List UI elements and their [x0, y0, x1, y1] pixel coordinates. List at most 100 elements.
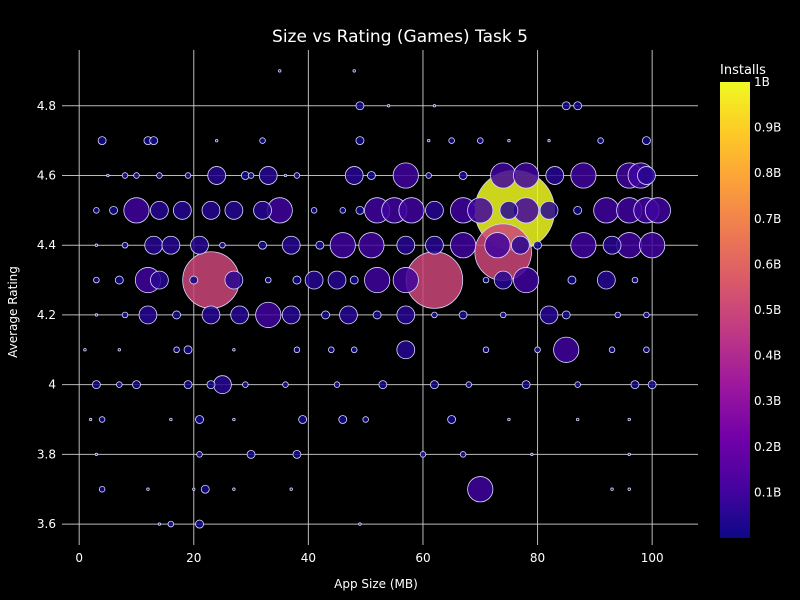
data-point[interactable]	[593, 197, 620, 224]
data-point[interactable]	[167, 520, 175, 528]
data-point[interactable]	[513, 162, 540, 189]
data-point[interactable]	[293, 172, 301, 179]
data-point[interactable]	[146, 487, 150, 491]
data-point[interactable]	[224, 201, 244, 220]
data-point[interactable]	[282, 381, 289, 388]
data-point[interactable]	[298, 415, 308, 424]
data-point[interactable]	[499, 201, 519, 220]
data-point[interactable]	[190, 235, 209, 255]
data-point[interactable]	[258, 166, 278, 185]
data-point[interactable]	[396, 340, 416, 360]
data-point[interactable]	[614, 311, 622, 319]
data-point[interactable]	[278, 69, 282, 73]
data-point[interactable]	[447, 415, 457, 424]
data-point[interactable]	[207, 166, 227, 185]
data-point[interactable]	[484, 232, 511, 259]
data-point[interactable]	[396, 305, 416, 325]
data-point[interactable]	[362, 416, 369, 423]
data-point[interactable]	[352, 69, 356, 73]
data-point[interactable]	[539, 305, 559, 325]
data-point[interactable]	[642, 136, 651, 146]
data-point[interactable]	[315, 240, 325, 250]
data-point[interactable]	[106, 173, 110, 178]
data-point[interactable]	[637, 166, 656, 185]
data-point[interactable]	[450, 232, 477, 259]
data-point[interactable]	[310, 207, 318, 214]
data-point[interactable]	[114, 275, 124, 285]
data-point[interactable]	[206, 380, 216, 390]
data-point[interactable]	[91, 380, 101, 390]
data-point[interactable]	[98, 416, 106, 423]
data-point[interactable]	[292, 275, 302, 285]
data-point[interactable]	[138, 305, 158, 325]
data-point[interactable]	[253, 201, 272, 220]
data-point[interactable]	[513, 267, 540, 294]
data-point[interactable]	[201, 201, 221, 220]
data-point[interactable]	[232, 487, 236, 491]
data-point[interactable]	[425, 235, 444, 255]
data-point[interactable]	[333, 381, 341, 388]
data-point[interactable]	[150, 270, 169, 290]
data-point[interactable]	[94, 313, 99, 317]
data-point[interactable]	[344, 166, 364, 185]
data-point[interactable]	[246, 449, 256, 459]
data-point[interactable]	[94, 452, 98, 456]
data-point[interactable]	[201, 305, 221, 325]
data-point[interactable]	[643, 311, 650, 319]
data-point[interactable]	[610, 487, 614, 491]
data-point[interactable]	[458, 171, 468, 180]
data-point[interactable]	[482, 346, 490, 354]
data-point[interactable]	[121, 241, 129, 249]
data-point[interactable]	[644, 197, 671, 224]
data-point[interactable]	[172, 201, 192, 220]
data-point[interactable]	[639, 232, 666, 259]
data-point[interactable]	[339, 207, 346, 214]
data-point[interactable]	[258, 240, 267, 250]
data-point[interactable]	[321, 310, 330, 320]
data-point[interactable]	[183, 380, 193, 390]
data-point[interactable]	[530, 452, 534, 456]
data-point[interactable]	[597, 137, 604, 144]
data-point[interactable]	[232, 417, 236, 422]
data-point[interactable]	[123, 197, 150, 224]
data-point[interactable]	[196, 451, 203, 458]
data-point[interactable]	[156, 172, 163, 179]
data-point[interactable]	[121, 311, 129, 319]
data-point[interactable]	[631, 276, 639, 284]
data-point[interactable]	[521, 380, 531, 390]
data-point[interactable]	[339, 305, 358, 325]
data-point[interactable]	[459, 451, 467, 458]
data-point[interactable]	[573, 205, 583, 215]
data-point[interactable]	[425, 201, 444, 220]
data-point[interactable]	[392, 162, 419, 189]
data-point[interactable]	[83, 348, 87, 352]
data-point[interactable]	[398, 197, 425, 224]
data-point[interactable]	[627, 417, 631, 422]
data-point[interactable]	[183, 345, 193, 355]
data-point[interactable]	[448, 137, 455, 144]
data-point[interactable]	[247, 172, 255, 179]
data-point[interactable]	[431, 311, 438, 319]
data-point[interactable]	[184, 172, 192, 179]
data-point[interactable]	[392, 267, 419, 294]
data-point[interactable]	[534, 346, 541, 354]
data-point[interactable]	[570, 232, 597, 259]
data-point[interactable]	[289, 487, 293, 491]
data-point[interactable]	[355, 101, 365, 111]
data-point[interactable]	[627, 452, 631, 457]
data-point[interactable]	[602, 235, 622, 255]
data-point[interactable]	[195, 415, 204, 424]
data-point[interactable]	[144, 235, 164, 255]
data-point[interactable]	[116, 381, 123, 388]
data-point[interactable]	[367, 171, 376, 180]
data-point[interactable]	[364, 267, 391, 294]
data-point[interactable]	[93, 207, 100, 214]
data-point[interactable]	[477, 137, 484, 144]
data-point[interactable]	[482, 276, 490, 284]
data-point[interactable]	[465, 381, 473, 388]
data-point[interactable]	[293, 346, 301, 354]
data-point[interactable]	[259, 137, 266, 144]
data-point[interactable]	[281, 305, 301, 325]
data-point[interactable]	[200, 484, 210, 494]
data-point[interactable]	[173, 346, 180, 354]
